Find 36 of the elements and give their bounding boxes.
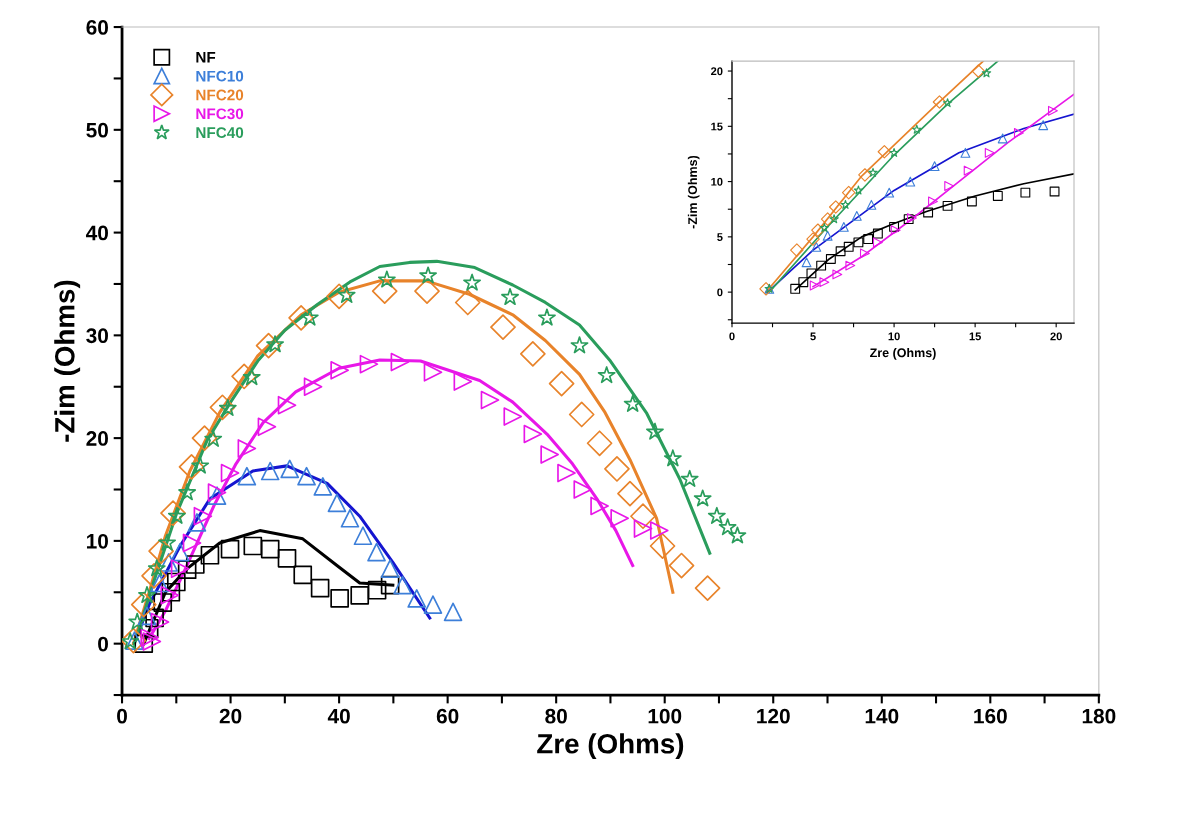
x-tick-label: 20 bbox=[219, 708, 242, 724]
x-axis-title: Zre (Ohms) bbox=[537, 733, 684, 760]
y-tick-label: 40 bbox=[85, 225, 108, 241]
y-tick-label: 50 bbox=[86, 122, 108, 138]
legend-label: NFC40 bbox=[196, 127, 244, 139]
legend-label: NFC30 bbox=[196, 108, 244, 120]
x-tick-label: 100 bbox=[648, 708, 682, 724]
x-tick-label: 10 bbox=[888, 332, 900, 341]
legend-label: NFC20 bbox=[196, 89, 244, 101]
x-axis-title: Zre (Ohms) bbox=[870, 348, 936, 360]
y-tick-label: 15 bbox=[711, 122, 723, 131]
y-tick-label: 0 bbox=[98, 636, 108, 652]
y-tick-label: 60 bbox=[86, 20, 108, 35]
x-tick-label: 15 bbox=[969, 332, 981, 341]
y-tick-label: 10 bbox=[86, 533, 108, 549]
y-tick-label: 10 bbox=[711, 177, 723, 186]
x-tick-label: 160 bbox=[974, 708, 1007, 724]
legend-label: NF bbox=[196, 52, 216, 63]
y-tick-label: 30 bbox=[86, 328, 108, 344]
x-tick-label: 0 bbox=[729, 332, 735, 341]
x-tick-label: 0 bbox=[117, 708, 127, 724]
x-tick-label: 120 bbox=[757, 708, 790, 724]
x-tick-label: 40 bbox=[327, 708, 350, 724]
x-tick-label: 20 bbox=[1050, 332, 1062, 341]
x-tick-label: 180 bbox=[1082, 708, 1116, 724]
x-tick-label: 60 bbox=[436, 708, 459, 724]
x-tick-label: 5 bbox=[810, 332, 816, 341]
y-tick-label: 20 bbox=[711, 67, 723, 76]
legend-label: NFC10 bbox=[196, 70, 244, 82]
y-tick-label: 5 bbox=[717, 233, 723, 241]
y-axis-title: -Zim (Ohms) bbox=[54, 280, 81, 442]
x-tick-label: 80 bbox=[545, 708, 567, 724]
y-tick-label: 0 bbox=[717, 288, 723, 297]
y-tick-label: 20 bbox=[86, 431, 108, 446]
x-tick-label: 140 bbox=[865, 708, 899, 724]
y-axis-title: -Zim (Ohms) bbox=[687, 155, 700, 229]
